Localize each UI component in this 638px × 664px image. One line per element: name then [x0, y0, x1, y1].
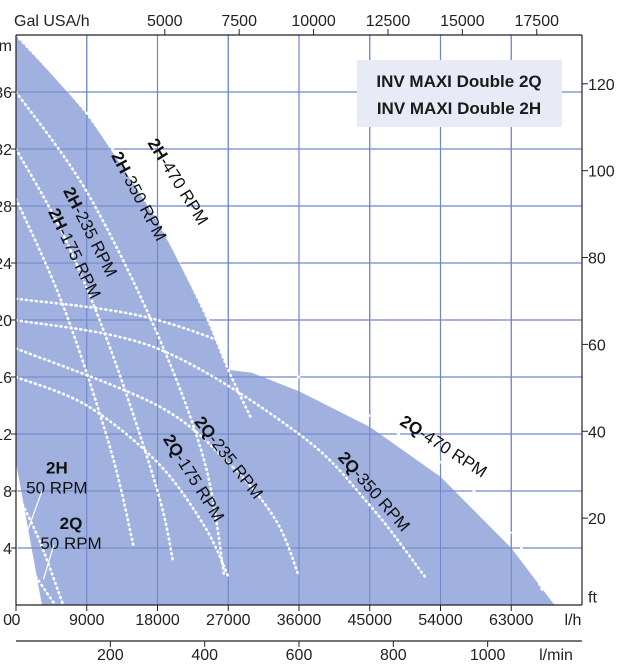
curve-label-2q-50-rpm-rest: 50 RPM: [40, 534, 101, 553]
x-sub-tick-label: 1000: [470, 647, 506, 664]
curve-2h-235-rpm: [14, 147, 175, 564]
curve-label-2h-50-rpm-bold: 2H: [46, 458, 68, 477]
curve-2q-235-rpm: [14, 347, 301, 578]
y-right-tick-label: 40: [588, 424, 606, 441]
y-right-tick-label: 20: [588, 511, 606, 528]
x-top-tick-label: 12500: [366, 13, 411, 30]
x-bottom-tick-label: 54000: [418, 612, 463, 629]
x-sub-tick-label: 600: [286, 647, 313, 664]
x-sub-tick-label: 200: [97, 647, 124, 664]
curve-2q-350-rpm: [14, 318, 427, 578]
y-left-tick-label: 28: [0, 199, 12, 216]
y-right-tick-label: 80: [588, 251, 606, 268]
x-top-tick-label: 10000: [291, 13, 336, 30]
curve-2h-470-rpm: [14, 33, 254, 422]
curve-label-rest: -470 RPM: [155, 153, 212, 228]
curve-2h-175-rpm: [14, 197, 136, 550]
x-sub-tick-label: 800: [380, 647, 407, 664]
x-bottom-unit-label: l/h: [565, 612, 582, 629]
y-left-tick-label: 12: [0, 427, 12, 444]
y-right-tick-label: 120: [588, 77, 615, 94]
y-left-tick-label: 8: [3, 484, 12, 501]
y-left-tick-label: 36: [0, 85, 12, 102]
curve-2q-175-rpm: [14, 375, 230, 578]
curve-2q-470-rpm: [14, 297, 544, 593]
curve-label-2q-50-rpm-leader: [42, 544, 55, 580]
axes: 0 9000 18000 27000 36000 45000 54000 63000 l/h50…: [0, 13, 615, 664]
y-left-tick-label: 4: [3, 541, 12, 558]
curve-label-2h-50-rpm-rest: 50 RPM: [26, 478, 87, 497]
x-top-unit-label: Gal USA/h: [14, 13, 90, 30]
x-bottom-tick-label: 36000: [277, 612, 322, 629]
x-bottom-tick-label: 63000: [489, 612, 534, 629]
curve-label-2h-50-rpm-leader: [24, 490, 43, 537]
operating-envelope: [16, 35, 555, 605]
y-left-tick-label: 20: [0, 313, 12, 330]
y-left-tick-label: 24: [0, 256, 12, 273]
y-left-zero-label: 0: [3, 612, 12, 629]
y-left-tick-label: 32: [0, 142, 12, 159]
pump-curves: [14, 33, 544, 607]
x-top-tick-label: 7500: [221, 13, 257, 30]
x-bottom-tick-label: 0: [12, 612, 21, 629]
y-left-unit-label: m: [0, 38, 12, 55]
x-bottom-tick-label: 27000: [206, 612, 251, 629]
x-bottom-tick-label: 45000: [348, 612, 393, 629]
legend-line-2: INV MAXI Double 2H: [377, 99, 541, 118]
x-bottom-tick-label: 9000: [69, 612, 105, 629]
legend-box-background: [357, 60, 562, 127]
x-top-tick-label: 17500: [515, 13, 560, 30]
curve-2h50-rpm: [14, 489, 65, 607]
x-sub-tick-label: 400: [191, 647, 218, 664]
y-left-tick-label: 16: [0, 370, 12, 387]
y-right-tick-label: 60: [588, 337, 606, 354]
legend-box: INV MAXI Double 2Q INV MAXI Double 2H: [357, 60, 562, 127]
curve-label-2q-50-rpm-bold: 2Q: [60, 514, 83, 533]
x-top-tick-label: 5000: [147, 13, 183, 30]
legend-line-1: INV MAXI Double 2Q: [376, 72, 541, 91]
y-right-tick-label: 100: [588, 164, 615, 181]
x-top-tick-label: 15000: [440, 13, 485, 30]
x-sub-unit-label: l/min: [539, 647, 573, 664]
curve-2h-350-rpm: [14, 90, 226, 578]
y-right-unit-label: ft: [588, 589, 597, 606]
curve-2q50-rpm: [14, 546, 57, 607]
x-bottom-tick-label: 18000: [135, 612, 180, 629]
